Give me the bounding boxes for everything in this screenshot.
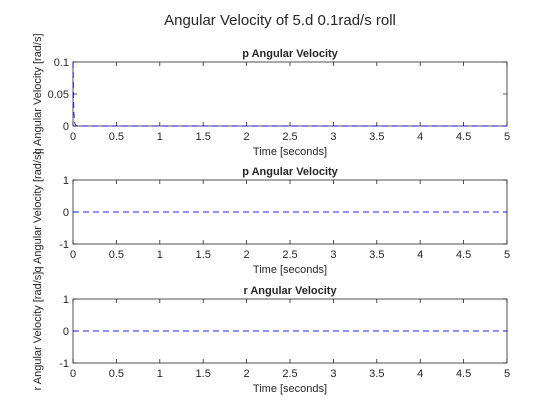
series-line-1: [72, 61, 507, 127]
figure-title: Angular Velocity of 5.d 0.1rad/s roll: [164, 12, 396, 29]
x-tick-label: 0: [70, 249, 76, 261]
y-tick-label: 1: [63, 175, 69, 187]
x-tick-label: 0: [70, 368, 76, 380]
x-tick-label: 2: [244, 368, 250, 380]
y-tick-label: 0: [63, 121, 69, 133]
x-tick-label: 2: [244, 131, 250, 143]
x-tick-label: 0.5: [109, 131, 124, 143]
x-tick-label: 1.5: [196, 249, 211, 261]
y-tick-label: -1: [59, 239, 69, 251]
x-tick-label: 3.5: [369, 368, 384, 380]
x-tick-label: 2: [244, 249, 250, 261]
x-tick-label: 4.5: [456, 249, 471, 261]
y-axis-label: q Angular Velocity [rad/s]: [32, 33, 44, 154]
subplot-2: p Angular Velocity 0 0.5 1 1.5 2 2.5 3 3.5 4 4.5 5 -…: [32, 151, 510, 276]
x-tick-label: 3: [330, 131, 336, 143]
x-tick-label: 3: [330, 368, 336, 380]
y-tick-label: -1: [59, 358, 69, 370]
x-axis-label: Time [seconds]: [253, 383, 327, 395]
x-tick-label: 1.5: [196, 131, 211, 143]
subplot-title: p Angular Velocity: [242, 166, 338, 178]
x-tick-label: 4: [417, 368, 423, 380]
x-tick-label: 5: [504, 131, 510, 143]
x-tick-label: 5: [504, 249, 510, 261]
x-tick-label: 4: [417, 249, 423, 261]
y-tick-label: 0: [63, 326, 69, 338]
x-tick-label: 5: [504, 368, 510, 380]
x-tick-label: 0.5: [109, 368, 124, 380]
x-tick-label: 1.5: [196, 368, 211, 380]
y-tick-label: 0.05: [48, 89, 69, 101]
y-axis-label: r Angular Velocity [rad/s]: [32, 272, 44, 391]
subplots: p Angular Velocity 0 0.5 1 1.5 2 2.5 3 3.5 4 4.5 5 0…: [32, 33, 510, 395]
x-axis-label: Time [seconds]: [253, 146, 327, 158]
x-tick-label: 0: [70, 131, 76, 143]
subplot-1: p Angular Velocity 0 0.5 1 1.5 2 2.5 3 3.5 4 4.5 5 0…: [32, 33, 510, 158]
x-axis-label: Time [seconds]: [253, 264, 327, 276]
subplot-3: r Angular Velocity 0 0.5 1 1.5 2 2.5 3 3.5 4 4.5 5 -…: [32, 272, 510, 395]
x-tick-label: 4: [417, 131, 423, 143]
x-tick-label: 2.5: [282, 249, 297, 261]
subplot-title: p Angular Velocity: [242, 48, 338, 60]
x-tick-label: 3.5: [369, 249, 384, 261]
y-axis-label: q Angular Velocity [rad/s]: [32, 151, 44, 272]
x-tick-label: 1: [157, 368, 163, 380]
axes-box: [72, 61, 508, 127]
y-tick-label: 1: [63, 294, 69, 306]
y-tick-label: 0: [63, 207, 69, 219]
x-tick-label: 2.5: [282, 131, 297, 143]
x-tick-label: 2.5: [282, 368, 297, 380]
subplot-title: r Angular Velocity: [243, 285, 337, 297]
x-tick-label: 3: [330, 249, 336, 261]
x-tick-label: 4.5: [456, 368, 471, 380]
x-tick-label: 0.5: [109, 249, 124, 261]
x-tick-label: 3.5: [369, 131, 384, 143]
x-tick-label: 4.5: [456, 131, 471, 143]
x-tick-label: 1: [157, 131, 163, 143]
y-tick-label: 0.1: [54, 57, 69, 69]
x-tick-label: 1: [157, 249, 163, 261]
